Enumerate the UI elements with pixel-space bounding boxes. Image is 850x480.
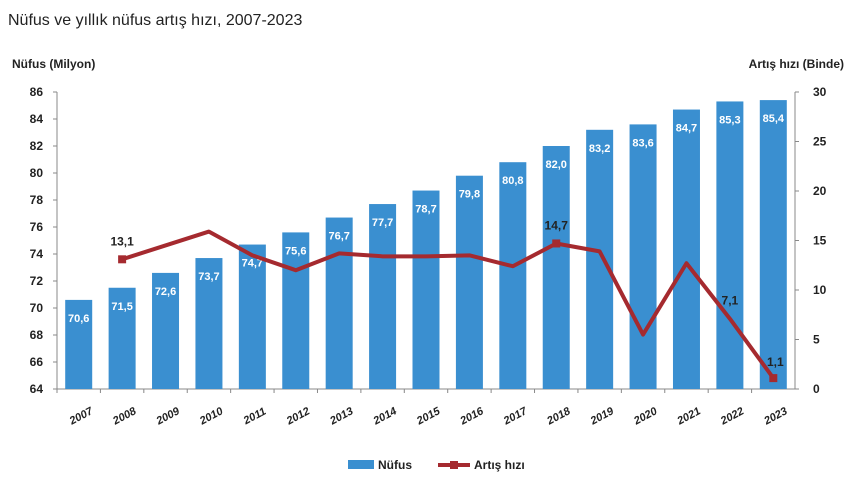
bar	[759, 100, 787, 389]
right-tick-label: 20	[813, 184, 827, 198]
left-tick-label: 82	[30, 139, 44, 153]
bar	[586, 129, 614, 390]
left-tick-label: 84	[30, 112, 44, 126]
growth-rate-marker	[769, 374, 778, 383]
growth-rate-label: 14,7	[545, 218, 569, 232]
right-tick-label: 5	[813, 333, 820, 347]
left-tick-label: 86	[30, 85, 44, 99]
x-tick-label: 2011	[241, 406, 268, 428]
legend-label-artis: Artış hızı	[474, 458, 525, 472]
x-tick-label: 2022	[718, 405, 746, 428]
bar-value-label: 76,7	[328, 231, 349, 243]
bar	[716, 101, 744, 389]
left-tick-label: 66	[30, 355, 44, 369]
x-tick-label: 2020	[631, 405, 660, 428]
bar-value-label: 77,7	[372, 217, 393, 229]
bar-value-label: 84,7	[676, 123, 697, 135]
bar	[629, 124, 657, 390]
bar-value-label: 83,2	[589, 143, 610, 155]
x-tick-label: 2012	[284, 405, 312, 428]
bar-value-label: 73,7	[198, 271, 219, 283]
left-axis-label: Nüfus (Milyon)	[12, 57, 96, 71]
bar	[325, 217, 353, 389]
bar	[282, 232, 310, 389]
left-tick-label: 80	[30, 166, 44, 180]
bar-value-label: 70,6	[68, 313, 89, 325]
right-tick-label: 25	[813, 135, 827, 149]
bar	[542, 146, 570, 389]
x-tick-label: 2013	[327, 405, 355, 428]
chart-title: Nüfus ve yıllık nüfus artış hızı, 2007-2…	[8, 12, 303, 29]
left-tick-label: 70	[30, 301, 44, 315]
left-tick-label: 76	[30, 220, 44, 234]
bar-value-label: 82,0	[546, 159, 567, 171]
bar-value-label: 75,6	[285, 245, 306, 257]
right-tick-label: 10	[813, 283, 827, 297]
growth-rate-label: 13,1	[110, 234, 134, 248]
x-tick-label: 2016	[457, 405, 486, 428]
bar	[369, 204, 397, 389]
legend-swatch-nufus	[348, 460, 374, 469]
bar-value-label: 72,6	[155, 286, 176, 298]
x-tick-label: 2019	[588, 405, 617, 428]
x-tick-label: 2023	[761, 405, 789, 428]
x-tick-label: 2015	[414, 405, 443, 428]
x-tick-label: 2018	[544, 405, 573, 428]
growth-rate-marker	[552, 239, 561, 248]
x-tick-label: 2010	[197, 405, 226, 428]
bar-value-label: 83,6	[632, 137, 653, 149]
bar-value-label: 80,8	[502, 175, 523, 187]
right-tick-label: 15	[813, 234, 827, 248]
growth-rate-line	[121, 229, 775, 380]
left-tick-label: 68	[30, 328, 44, 342]
legend-label-nufus: Nüfus	[378, 458, 412, 472]
left-tick-label: 64	[30, 382, 44, 396]
growth-rate-label: 1,1	[767, 355, 784, 369]
right-axis-label: Artış hızı (Binde)	[748, 57, 844, 71]
bar	[195, 258, 223, 389]
left-tick-label: 78	[30, 193, 44, 207]
left-tick-label: 74	[30, 247, 44, 261]
x-tick-label: 2014	[371, 405, 399, 428]
bar	[65, 299, 93, 389]
bar	[152, 272, 180, 389]
bar-value-label: 74,7	[242, 258, 263, 270]
bar-value-label: 71,5	[111, 301, 132, 313]
x-tick-label: 2009	[154, 405, 183, 428]
bar	[672, 109, 700, 390]
x-tick-label: 2021	[675, 405, 703, 428]
bar	[238, 244, 266, 389]
bar	[455, 175, 483, 389]
bar-value-label: 79,8	[459, 189, 480, 201]
right-tick-label: 30	[813, 85, 827, 99]
legend-marker-artis	[450, 461, 458, 469]
x-tick-label: 2017	[501, 405, 530, 428]
x-tick-label: 2007	[67, 405, 96, 428]
bar	[412, 190, 440, 389]
bar	[108, 287, 136, 389]
bar-value-label: 85,4	[763, 113, 785, 125]
growth-rate-marker	[118, 255, 127, 264]
bar	[499, 162, 527, 389]
bar-value-label: 85,3	[719, 114, 740, 126]
left-tick-label: 72	[30, 274, 44, 288]
right-tick-label: 0	[813, 382, 820, 396]
growth-rate-label: 7,1	[722, 294, 739, 308]
bar-value-label: 78,7	[415, 204, 436, 216]
x-tick-label: 2008	[110, 405, 139, 428]
